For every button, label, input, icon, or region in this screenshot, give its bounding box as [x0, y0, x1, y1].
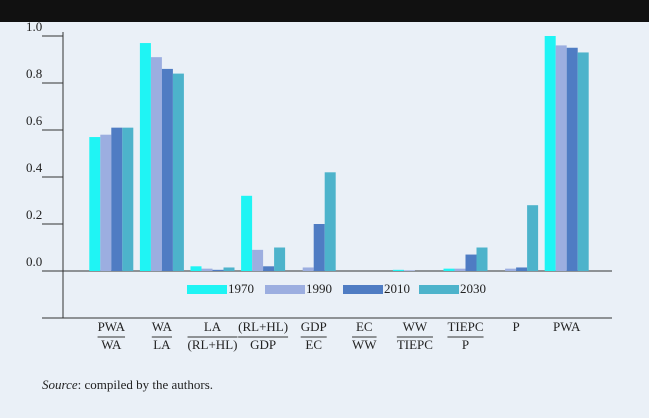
source-label: Source: [42, 377, 78, 392]
bar: [302, 267, 314, 271]
bar: [566, 47, 578, 271]
bar: [150, 57, 162, 272]
y-tick-label: 0.0: [26, 254, 42, 269]
header-band: [0, 0, 649, 22]
x-tick-label: WA: [101, 337, 122, 352]
legend-label: 1970: [228, 281, 254, 296]
x-tick-label: WW: [352, 337, 377, 352]
bar: [172, 73, 184, 271]
x-tick-label: EC: [305, 337, 322, 352]
bar: [139, 43, 151, 271]
legend-label: 2010: [384, 281, 410, 296]
bar: [111, 127, 123, 272]
bar: [324, 172, 336, 271]
bar: [100, 134, 112, 271]
legend-swatch: [419, 285, 459, 294]
bar: [443, 268, 455, 271]
bar: [89, 137, 101, 271]
y-tick-label: 0.4: [26, 160, 43, 175]
bar: [252, 249, 264, 271]
bar: [161, 68, 173, 272]
bar: [555, 45, 567, 272]
bar: [223, 267, 235, 271]
x-tick-label: PWA: [553, 319, 581, 334]
legend-label: 2030: [460, 281, 486, 296]
y-tick-label: 0.8: [26, 66, 42, 81]
x-tick-label: P: [512, 319, 519, 334]
legend-swatch: [265, 285, 305, 294]
x-tick-label: TIEPC: [397, 337, 433, 352]
x-tick-label: P: [462, 337, 469, 352]
bar: [476, 247, 488, 271]
bar: [190, 266, 202, 271]
x-tick-label: WA: [152, 319, 173, 334]
y-tick-label: 0.2: [26, 207, 42, 222]
x-tick-label: EC: [356, 319, 373, 334]
bar: [263, 266, 275, 271]
bar: [454, 268, 466, 271]
bar: [241, 195, 253, 271]
bar: [465, 254, 477, 271]
source-text: : compiled by the authors.: [78, 377, 213, 392]
x-tick-label: LA: [204, 319, 222, 334]
x-tick-label: WW: [403, 319, 428, 334]
bar: [392, 269, 404, 271]
x-tick-label: LA: [153, 337, 171, 352]
y-tick-label: 0.6: [26, 113, 43, 128]
bar: [212, 269, 224, 271]
bar: [403, 270, 415, 271]
legend-swatch: [187, 285, 227, 294]
bar: [201, 268, 213, 271]
bar: [544, 36, 556, 271]
bar: [313, 224, 325, 271]
x-tick-label: GDP: [301, 319, 327, 334]
source-note: Source: compiled by the authors.: [42, 377, 213, 392]
bar: [274, 247, 286, 271]
x-tick-label: (RL+HL): [238, 319, 288, 334]
bar: [527, 205, 539, 271]
bar: [577, 52, 589, 272]
x-tick-label: PWA: [98, 319, 126, 334]
legend-label: 1990: [306, 281, 332, 296]
x-tick-label: GDP: [250, 337, 276, 352]
x-tick-label: TIEPC: [447, 319, 483, 334]
bar: [122, 127, 134, 272]
legend-swatch: [343, 285, 383, 294]
y-tick-label: 1.0: [26, 19, 42, 34]
bar: [516, 267, 528, 271]
bar: [505, 268, 517, 271]
x-tick-label: (RL+HL): [188, 337, 238, 352]
